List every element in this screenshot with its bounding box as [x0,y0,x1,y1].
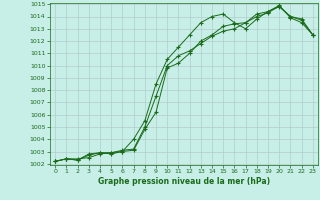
X-axis label: Graphe pression niveau de la mer (hPa): Graphe pression niveau de la mer (hPa) [98,177,270,186]
